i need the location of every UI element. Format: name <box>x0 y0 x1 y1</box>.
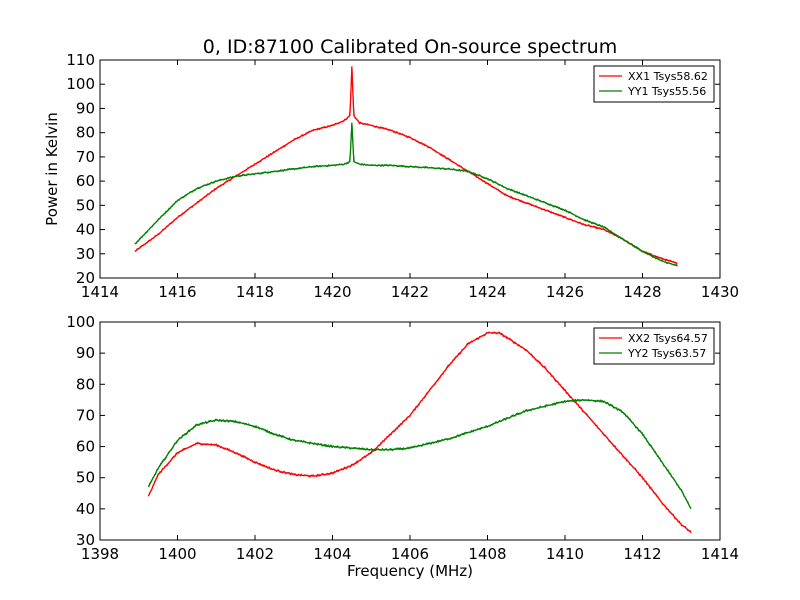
y-tick-label: 40 <box>76 221 95 239</box>
chart-title: 0, ID:87100 Calibrated On-source spectru… <box>203 36 617 58</box>
y-tick-label: 60 <box>76 438 95 456</box>
y-tick-label: 100 <box>66 75 95 93</box>
x-tick-label: 1430 <box>701 283 739 301</box>
y-tick-label: 80 <box>76 375 95 393</box>
series-trace-2 <box>147 399 692 510</box>
legend: XX1 Tsys58.62 YY1 Tsys55.56 <box>593 65 715 103</box>
x-tick-label: 1424 <box>468 283 506 301</box>
x-tick-label: 1408 <box>468 545 506 563</box>
x-tick-label: 1400 <box>158 545 196 563</box>
legend-box <box>593 65 715 103</box>
x-tick-label: 1404 <box>313 545 351 563</box>
legend-box <box>593 327 715 365</box>
y-tick-label: 90 <box>76 99 95 117</box>
x-tick-label: 1426 <box>546 283 584 301</box>
x-tick-label: 1416 <box>158 283 196 301</box>
y-tick-label: 20 <box>76 269 95 287</box>
series-group <box>134 66 678 267</box>
x-tick-label: 1406 <box>391 545 429 563</box>
x-tick-label: 1414 <box>81 283 119 301</box>
y-tick-label: 50 <box>76 469 95 487</box>
legend-entry: XX1 Tsys58.62 <box>628 70 708 83</box>
x-tick-label: 1412 <box>623 545 661 563</box>
y-tick-label: 110 <box>66 51 95 69</box>
legend-entry: YY1 Tsys55.56 <box>627 85 706 98</box>
series-trace-1 <box>134 66 678 265</box>
y-tick-label: 40 <box>76 500 95 518</box>
y-tick-label: 30 <box>76 531 95 549</box>
x-axis-label: Frequency (MHz) <box>347 562 473 580</box>
y-tick-label: 70 <box>76 148 95 166</box>
legend-entry: YY2 Tsys63.57 <box>627 347 706 360</box>
x-tick-label: 1422 <box>391 283 429 301</box>
x-tick-label: 1398 <box>81 545 119 563</box>
y-tick-label: 90 <box>76 344 95 362</box>
x-tick-label: 1418 <box>236 283 274 301</box>
series-group <box>147 331 692 534</box>
legend-entry: XX2 Tsys64.57 <box>628 332 708 345</box>
panel-1: 1414 1416 1418 1420 1422 1424 1426 1428 1430 20 30… <box>43 51 739 301</box>
y-axis-label: Power in Kelvin <box>43 112 61 226</box>
x-tick-label: 1414 <box>701 545 739 563</box>
series-trace-2 <box>134 122 678 267</box>
series-trace-1 <box>147 332 692 533</box>
y-tick-label: 80 <box>76 124 95 142</box>
y-tick-label: 60 <box>76 172 95 190</box>
y-tick-label: 50 <box>76 196 95 214</box>
panel-2: 1398 1400 1402 1404 1406 1408 1410 1412 1414 30 40… <box>66 313 739 580</box>
x-tick-label: 1428 <box>623 283 661 301</box>
legend: XX2 Tsys64.57 YY2 Tsys63.57 <box>593 327 715 365</box>
x-tick-label: 1402 <box>236 545 274 563</box>
y-tick-label: 70 <box>76 406 95 424</box>
panels: 1414 1416 1418 1420 1422 1424 1426 1428 1430 20 30… <box>43 51 739 580</box>
x-tick-label: 1410 <box>546 545 584 563</box>
x-tick-label: 1420 <box>313 283 351 301</box>
y-tick-label: 30 <box>76 245 95 263</box>
y-tick-label: 100 <box>66 313 95 331</box>
